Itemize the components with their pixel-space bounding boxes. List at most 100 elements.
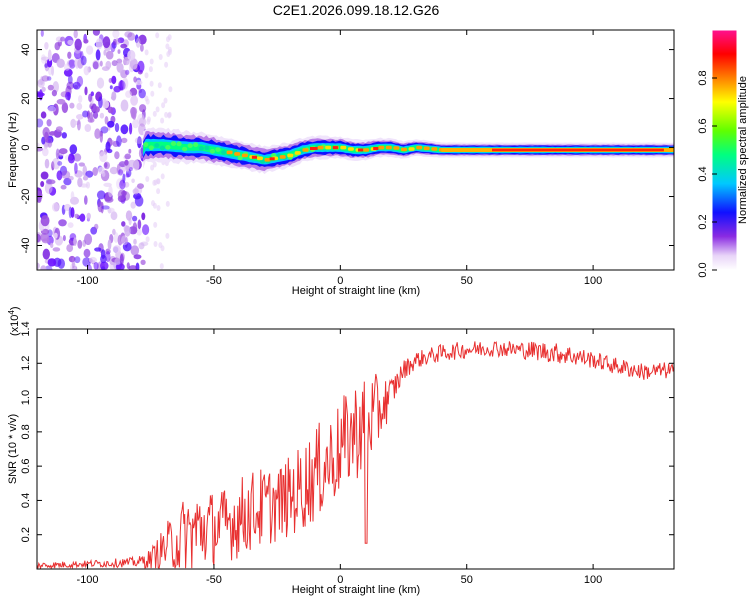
noise-blob (159, 263, 164, 270)
snr-series-line (37, 341, 674, 569)
noise-blob (127, 159, 137, 169)
noise-blob (116, 62, 124, 73)
noise-blob (118, 80, 126, 91)
noise-blob (100, 266, 106, 270)
noise-blob (120, 43, 128, 49)
noise-blob (73, 30, 78, 39)
noise-blob (46, 179, 56, 185)
noise-blob (42, 248, 50, 260)
ridge-dot (209, 148, 215, 154)
noise-blob (37, 79, 45, 85)
noise-blob (155, 106, 160, 113)
noise-blob (90, 91, 95, 97)
noise-blob (42, 147, 49, 157)
noise-blob (76, 75, 84, 87)
noise-blob (134, 137, 144, 144)
colorbar-ticks: 0.0 0.2 0.4 0.6 0.8 (697, 70, 717, 278)
noise-blob (82, 257, 91, 267)
ridge-segment (401, 147, 407, 152)
noise-blob (103, 182, 112, 187)
snr-frame (36, 328, 675, 570)
noise-blob (121, 221, 126, 227)
noise-blob (132, 222, 138, 235)
noise-blob (41, 86, 46, 92)
noise-blob (128, 217, 132, 226)
ridge-dot (159, 145, 165, 151)
noise-blob (37, 142, 40, 148)
noise-blob (129, 122, 133, 135)
y-tick-label: 0 (20, 144, 32, 150)
noise-blob (133, 76, 137, 83)
noise-blob (111, 60, 118, 67)
ridge-segment (416, 145, 423, 150)
noise-blob (124, 31, 133, 38)
noise-blob (40, 181, 45, 187)
ridge-dot (165, 145, 171, 150)
noise-blob (116, 58, 123, 64)
noise-blob (58, 219, 67, 227)
ridge-dot (215, 147, 221, 153)
noise-blob (137, 60, 145, 73)
noise-blob (84, 195, 88, 205)
ridge-segment (363, 148, 370, 152)
ridge-dot (198, 146, 204, 151)
noise-blob (158, 242, 163, 249)
noise-blob (58, 148, 68, 155)
noise-blob (83, 248, 91, 258)
noise-blob (103, 161, 111, 170)
noise-blob (96, 190, 106, 200)
noise-blob (168, 86, 173, 93)
noise-blob (44, 158, 50, 169)
noise-blob (140, 241, 149, 247)
snr-plot-area (37, 329, 674, 569)
y-tick-label: 40 (20, 43, 32, 55)
snr-x-label: Height of straight line (km) (292, 584, 420, 596)
ridge-dot (237, 155, 243, 161)
noise-blob (105, 50, 114, 60)
noise-blob (145, 236, 150, 243)
noise-blob (111, 91, 117, 101)
noise-blob (41, 56, 50, 61)
noise-blob (37, 196, 42, 203)
ridge-segment (241, 153, 248, 158)
noise-blob (44, 131, 49, 143)
noise-blob (71, 257, 75, 269)
noise-blob (67, 75, 73, 84)
noise-blob (59, 165, 68, 176)
noise-blob (128, 167, 133, 172)
noise-blob (111, 75, 117, 85)
noise-blob (83, 66, 90, 76)
noise-blob (105, 141, 111, 152)
noise-blob (37, 78, 45, 88)
ridge-segment (287, 153, 294, 158)
noise-blob (41, 75, 50, 82)
spectrogram-y-label: Frequency (Hz) (7, 112, 19, 188)
noise-blob (63, 177, 72, 186)
noise-blob (47, 84, 54, 91)
noise-blob (115, 38, 121, 45)
ridge-segment (340, 145, 347, 150)
noise-blob (138, 242, 145, 250)
noise-blob (113, 85, 121, 93)
snr-x-ticks: -100 -50 0 50 100 (77, 329, 602, 586)
ridge-dot (154, 143, 160, 148)
noise-blob (37, 118, 44, 128)
noise-blob (150, 164, 155, 171)
noise-blob (52, 81, 59, 93)
x-tick-label: -50 (206, 574, 222, 586)
colorbar-gradient (711, 29, 738, 271)
noise-blob (118, 169, 124, 176)
noise-blob (128, 265, 138, 270)
noise-blob (103, 49, 107, 56)
ridge-dot (143, 142, 149, 148)
noise-blob (63, 63, 71, 71)
spectrogram-x-label: Height of straight line (km) (292, 285, 420, 297)
y-tick-label: 0.2 (20, 527, 32, 542)
ridge-segment (378, 145, 385, 150)
noise-blob (100, 254, 107, 264)
noise-blob (46, 119, 52, 127)
ridge-core-dash (269, 157, 275, 161)
noise-blob (87, 264, 92, 270)
noise-blob (119, 179, 126, 190)
noise-blob (79, 213, 86, 222)
